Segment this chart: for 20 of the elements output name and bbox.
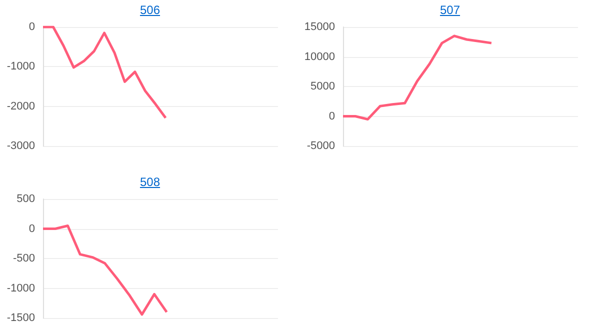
line-series [42, 26, 167, 120]
y-tick-label: -1000 [6, 60, 35, 73]
y-tick-label: 10000 [304, 50, 335, 63]
chart-title: 507 [438, 3, 462, 17]
y-tick-label: -2000 [6, 100, 35, 112]
y-tick-label: -1000 [6, 282, 35, 294]
y-tick-label: 15000 [304, 21, 335, 33]
y-tick-label: 0 [28, 21, 35, 33]
y-tick-label: 500 [16, 193, 35, 205]
y-tick-label: 0 [328, 110, 335, 122]
y-tick-label: -1500 [6, 312, 35, 324]
y-tick-label: -500 [12, 252, 35, 264]
line-series [42, 224, 168, 316]
y-tick-label: 5000 [310, 80, 335, 92]
chart-title: 506 [138, 3, 162, 17]
line-series [342, 34, 493, 120]
y-tick-label: -5000 [306, 140, 335, 152]
chart-title: 508 [138, 175, 162, 189]
y-tick-label: 0 [28, 222, 35, 235]
y-tick-label: -3000 [6, 140, 35, 152]
